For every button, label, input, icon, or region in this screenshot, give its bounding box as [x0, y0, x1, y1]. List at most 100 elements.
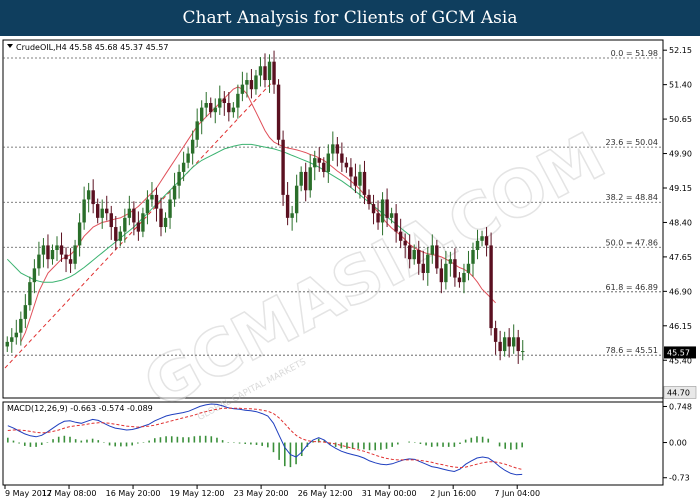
fib-label: 50.0 = 47.86: [605, 238, 658, 247]
candle-body: [5, 341, 9, 347]
candle-body: [132, 208, 136, 223]
candle-body: [222, 98, 227, 104]
candle-body: [362, 171, 367, 195]
candle-body: [73, 245, 77, 264]
price-tick-label: 50.65: [669, 115, 692, 124]
candle-body: [462, 272, 466, 283]
candle-body: [218, 98, 222, 108]
price-tick-label: 46.90: [669, 287, 692, 296]
candle-body: [14, 332, 19, 338]
candle-body: [23, 305, 28, 319]
candle-body: [331, 144, 335, 154]
candle-body: [407, 245, 412, 260]
candle-body: [236, 93, 240, 108]
fib-label: 78.6 = 45.51: [605, 346, 658, 355]
candle-body: [403, 240, 407, 246]
candle-body: [68, 259, 73, 264]
candle-body: [394, 213, 398, 232]
candle-body: [209, 103, 213, 113]
candle-body: [285, 194, 290, 218]
candle-body: [421, 263, 425, 273]
candle-body: [308, 167, 312, 191]
price-tick-label: 49.15: [669, 184, 692, 193]
candle-body: [313, 158, 317, 168]
watermark-logo: GCMASIA .COM GLOBAL CAPITAL MARKETS: [132, 119, 618, 425]
candle-body: [507, 337, 511, 347]
time-tick-label: 26 May 12:00: [298, 489, 353, 498]
candle-body: [511, 337, 516, 347]
time-tick-label: 2 Jun 16:00: [430, 489, 476, 498]
candle-body: [444, 263, 448, 283]
candle-body: [521, 351, 525, 353]
candle-body: [123, 217, 127, 232]
banner-title: Chart Analysis for Clients of GCM Asia: [182, 8, 518, 28]
low-marker-text: 44.70: [667, 388, 690, 397]
candle-body: [412, 250, 416, 260]
candle-body: [82, 199, 86, 223]
candle-body: [77, 222, 82, 246]
candle-body: [475, 240, 480, 251]
svg-text:GCMASIA: GCMASIA: [133, 202, 461, 423]
macd-line: [7, 403, 523, 476]
info-marker-icon: [7, 44, 13, 48]
candle-body: [118, 231, 123, 241]
candle-body: [489, 245, 493, 329]
fib-label: 0.0 = 51.98: [611, 49, 658, 58]
candle-body: [100, 208, 104, 218]
candle-body: [294, 185, 299, 214]
candle-body: [290, 213, 294, 218]
fast-ma-line: [20, 86, 496, 343]
candle-body: [398, 231, 403, 241]
svg-text:.COM: .COM: [415, 119, 617, 273]
candle-body: [322, 162, 326, 172]
last-price-text: 45.57: [667, 348, 690, 357]
candle-body: [91, 190, 95, 205]
candle-body: [281, 139, 285, 195]
candle-body: [19, 318, 23, 333]
time-tick-label: 7 Jun 04:00: [494, 489, 540, 498]
candle-body: [245, 80, 249, 85]
candle-body: [435, 245, 439, 269]
time-tick-label: 9 May 2017: [5, 489, 52, 498]
candle-body: [335, 144, 340, 154]
candle-body: [127, 208, 132, 218]
candle-body: [213, 107, 217, 113]
time-tick-label: 23 May 20:00: [234, 489, 289, 498]
signal-line: [7, 407, 523, 470]
candle-body: [10, 337, 14, 342]
macd-info-text: MACD(12,26,9) -0.663 -0.574 -0.089: [7, 404, 153, 413]
candle-body: [95, 204, 100, 218]
candle-body: [457, 277, 462, 283]
candle-body: [326, 153, 331, 172]
candle-body: [299, 171, 303, 186]
slow-ma-line: [6, 143, 411, 283]
candle-body: [37, 254, 41, 269]
price-tick-label: 48.40: [669, 218, 692, 227]
candle-body: [227, 103, 231, 113]
candle-body: [276, 84, 281, 140]
candle-body: [484, 236, 489, 246]
macd-axis-labels: 0.748 0.00 -0.73: [663, 402, 692, 483]
price-tick-label: 52.15: [669, 46, 692, 55]
candles: [5, 50, 525, 364]
fibonacci-levels: 0.0 = 51.98 23.6 = 50.04 38.2 = 48.84 50.0 …: [3, 49, 663, 356]
candle-body: [358, 171, 362, 186]
candle-body: [163, 217, 168, 228]
candle-body: [267, 61, 272, 81]
candle-body: [231, 107, 236, 113]
candle-body: [150, 194, 154, 200]
price-info-text: CrudeOIL,H4 45.58 45.68 45.37 45.57: [16, 43, 169, 52]
candle-body: [159, 208, 163, 228]
candle-body: [249, 80, 254, 90]
candle-body: [41, 245, 46, 255]
candle-body: [109, 213, 113, 228]
candle-body: [471, 250, 475, 264]
time-tick-label: 12 May 08:00: [42, 489, 97, 498]
macd-histogram: [7, 435, 523, 468]
candle-body: [136, 222, 141, 232]
candle-body: [385, 199, 389, 218]
candle-body: [141, 213, 145, 232]
candle-body: [353, 176, 358, 186]
candle-body: [498, 341, 502, 352]
